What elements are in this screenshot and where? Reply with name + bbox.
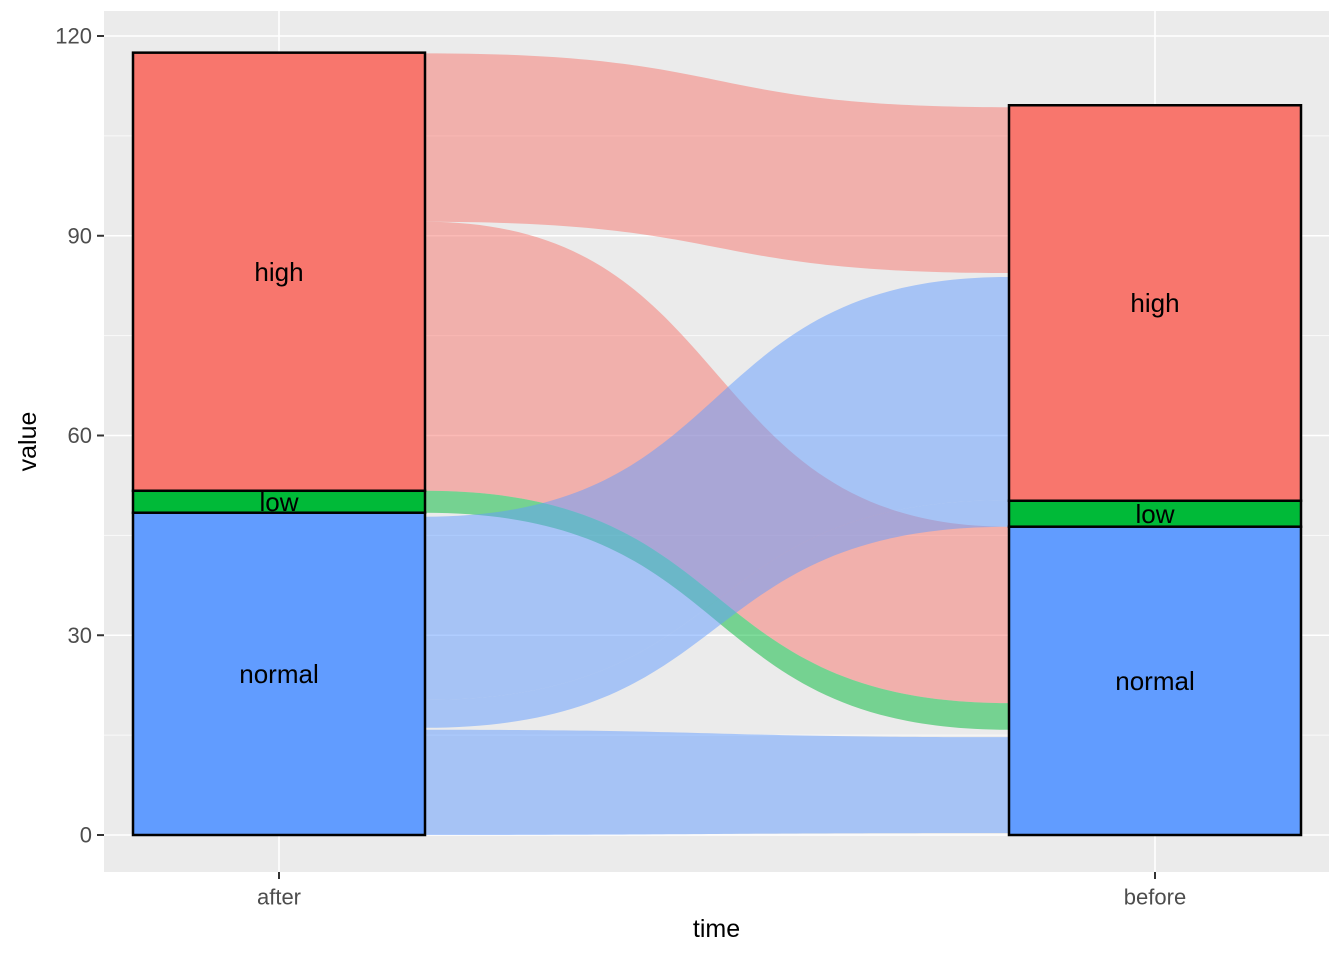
- x-tick-label-before: before: [1124, 885, 1186, 910]
- stratum-label-before-normal: normal: [1115, 666, 1194, 696]
- y-axis-title: value: [14, 412, 42, 472]
- stratum-label-before-low: low: [1135, 499, 1174, 529]
- stratum-before-high: [1007, 104, 1303, 503]
- flow-normal-to-normal: [425, 729, 1009, 835]
- y-tick-label-120: 120: [55, 24, 92, 49]
- stratum-label-after-high: high: [254, 257, 303, 287]
- y-tick-label-0: 0: [80, 823, 92, 848]
- stratum-after-normal: [131, 511, 427, 837]
- y-tick-label-30: 30: [68, 623, 92, 648]
- flow-high-to-high: [425, 53, 1009, 274]
- x-tick-label-after: after: [257, 885, 301, 910]
- stratum-label-before-high: high: [1130, 288, 1179, 318]
- stratum-label-after-normal: normal: [239, 659, 318, 689]
- stratum-before-low: [1007, 499, 1303, 528]
- flow-normal-to-high: [425, 277, 1009, 700]
- stratum-before-normal: [1007, 525, 1303, 837]
- x-axis-title: time: [693, 915, 740, 943]
- y-tick-label-90: 90: [68, 223, 92, 248]
- y-tick-label-60: 60: [68, 423, 92, 448]
- stratum-after-high: [131, 51, 427, 493]
- flow-normal-to-low: [425, 500, 1009, 728]
